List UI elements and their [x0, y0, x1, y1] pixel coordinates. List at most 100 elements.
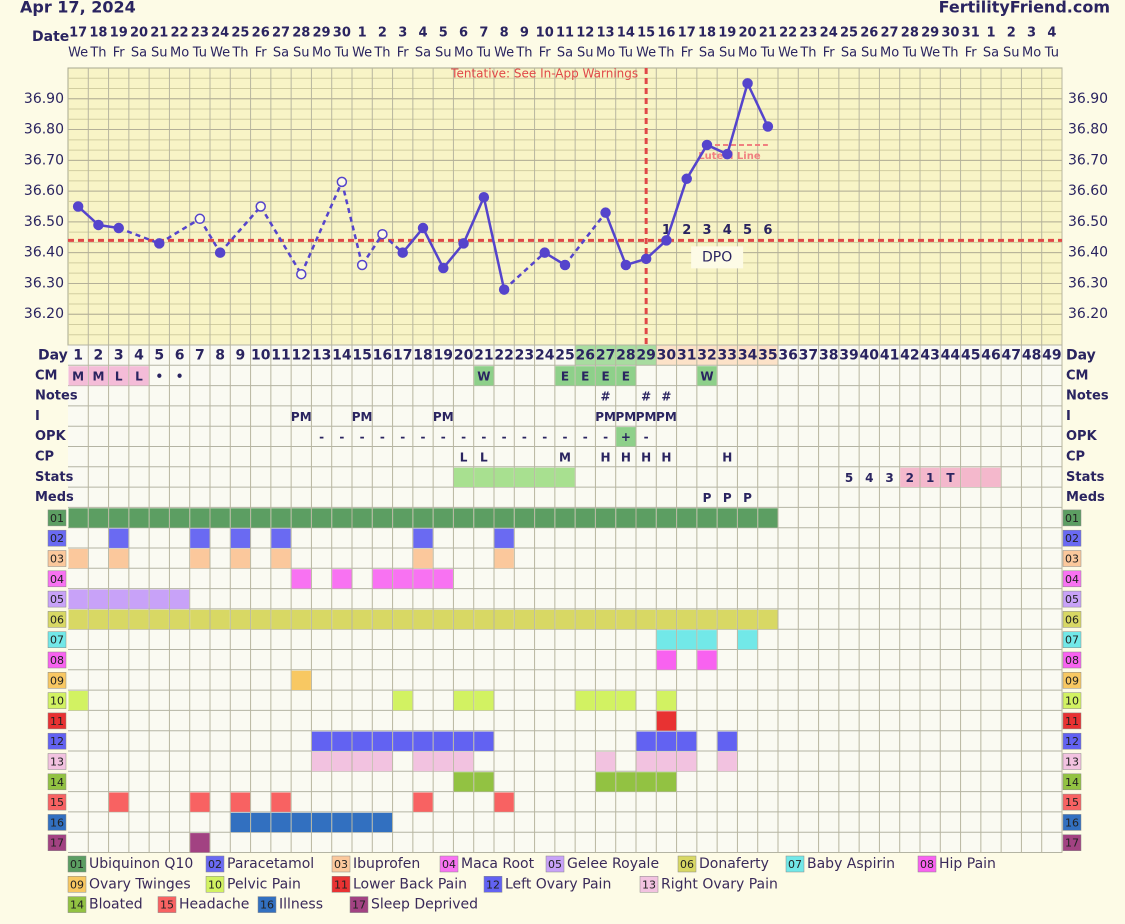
symptom-left-code: 16 [50, 816, 64, 829]
symptom-left-code: 03 [50, 553, 64, 566]
row-entry: T [946, 471, 955, 485]
row-entry: - [339, 430, 344, 444]
symptom-left-code: 05 [50, 593, 64, 606]
weekday-label: Sa [983, 46, 999, 61]
symptom-cell [413, 731, 433, 751]
date-label: 21 [759, 26, 777, 41]
y-tick-label-right: 36.60 [1068, 183, 1108, 199]
row-entry: - [360, 430, 365, 444]
day-number: 5 [154, 348, 164, 364]
symptom-cell [535, 508, 555, 528]
day-number: 37 [799, 348, 818, 364]
symptom-cell [332, 508, 352, 528]
symptom-right-code: 07 [1065, 634, 1079, 647]
date-label: 19 [110, 26, 128, 41]
dpo-number: 5 [743, 223, 752, 238]
symptom-cell [251, 609, 271, 630]
day-label: Day [38, 348, 68, 364]
temp-point [600, 207, 611, 218]
symptom-cell [372, 508, 393, 528]
symptom-cell [717, 508, 737, 528]
date-label: 24 [211, 26, 229, 41]
day-number: 10 [251, 348, 271, 364]
legend-code: 06 [680, 858, 694, 871]
symptom-cell [758, 609, 778, 630]
symptom-left-code: 01 [50, 512, 64, 525]
symptom-cell [413, 548, 433, 569]
date-label: Date [32, 29, 69, 45]
symptom-right-code: 17 [1065, 837, 1079, 850]
symptom-right-code: 03 [1065, 553, 1079, 566]
symptom-right-code: 11 [1065, 715, 1079, 728]
temp-point [478, 192, 490, 203]
symptom-left-code: 11 [50, 715, 64, 728]
temp-segment [300, 181, 344, 275]
symptom-cell [271, 528, 291, 548]
symptom-cell [311, 609, 332, 630]
row-entry: E [622, 369, 630, 383]
dpo-label: DPO [702, 249, 732, 265]
symptom-cell [190, 548, 210, 569]
symptom-cell [169, 609, 190, 630]
symptom-cell [230, 792, 251, 812]
weekday-label: Tu [1044, 46, 1059, 61]
symptom-cell [109, 589, 129, 609]
y-tick-label: 36.60 [24, 183, 64, 199]
weekday-label: Th [657, 46, 674, 61]
temp-segment [604, 212, 628, 266]
day-number: 24 [535, 348, 555, 364]
day-number: 42 [900, 348, 919, 364]
row-label-right: Stats [1066, 470, 1105, 485]
symptom-cell [332, 609, 352, 630]
y-tick-label: 36.70 [24, 152, 64, 168]
weekday-label: Tu [760, 46, 775, 61]
row-entry: E [581, 369, 589, 383]
date-label: 26 [252, 26, 270, 41]
symptom-cell [88, 589, 109, 609]
y-tick-label-right: 36.40 [1068, 245, 1108, 261]
date-label: 13 [597, 26, 615, 41]
symptom-cell [332, 812, 352, 833]
symptom-cell [636, 508, 656, 528]
symptom-left-badge [47, 570, 67, 588]
legend-badge [331, 855, 351, 873]
row-entry: PM [615, 410, 636, 424]
symptom-cell [291, 670, 311, 690]
weekday-label: Su [719, 46, 736, 61]
weekday-label: Mo [1022, 46, 1041, 61]
date-label: 17 [69, 26, 87, 41]
date-label: 29 [313, 26, 331, 41]
weekday-label: Th [515, 46, 532, 61]
legend-code: 11 [334, 878, 348, 891]
symptom-cell [352, 609, 372, 630]
symptom-cell [332, 569, 352, 589]
row-cell [109, 366, 129, 386]
symptom-cell [677, 731, 697, 751]
legend-label: Hip Pain [939, 856, 996, 872]
date-label: 10 [536, 26, 554, 41]
y-tick-label-right: 36.70 [1068, 152, 1108, 168]
symptom-cell [595, 609, 616, 630]
day-number: 20 [454, 348, 474, 364]
symptom-cell [352, 508, 372, 528]
legend-badge [67, 855, 87, 873]
symptom-cell [474, 772, 494, 792]
symptom-cell [433, 508, 453, 528]
symptom-right-badge [1062, 631, 1082, 648]
y-tick-label-right: 36.30 [1068, 275, 1108, 291]
temp-point [93, 219, 104, 231]
symptom-cell [555, 508, 575, 528]
temp-segment [726, 83, 749, 155]
dpo-box [691, 246, 744, 269]
row-entry: M [559, 451, 571, 465]
symptom-left-code: 14 [50, 776, 64, 789]
day-number: 29 [636, 348, 655, 364]
date-label: 20 [130, 26, 148, 41]
date-label: 18 [89, 26, 107, 41]
symptom-left-code: 07 [50, 634, 64, 647]
temp-point [194, 213, 206, 225]
date-label: 25 [231, 26, 249, 41]
symptom-right-code: 15 [1065, 796, 1079, 809]
symptom-cell [514, 609, 535, 630]
weekday-label: Mo [596, 46, 615, 61]
